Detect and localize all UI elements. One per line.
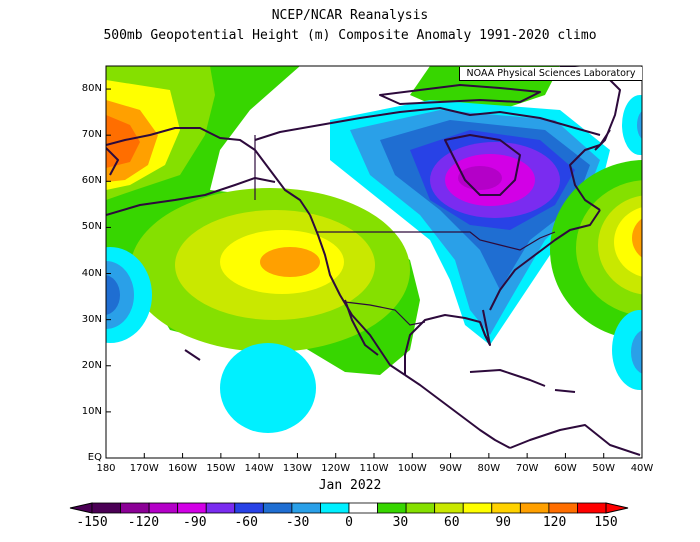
lon-label: 160W (168, 463, 198, 474)
lat-label: 60N (81, 175, 102, 187)
lon-label: 140W (244, 463, 274, 474)
colorbar-label: 0 (345, 515, 353, 530)
lon-label: 70W (515, 463, 539, 474)
hawaii (184, 349, 201, 361)
lon-label: 80W (477, 463, 501, 474)
lat-label: 50N (81, 221, 102, 233)
lon-label: 100W (397, 463, 427, 474)
colorbar-swatch (577, 502, 607, 514)
baja (344, 299, 379, 356)
colorbar-swatch (377, 502, 407, 514)
colorbar-swatch (177, 502, 207, 514)
hispaniola (554, 389, 576, 393)
central-america (404, 374, 511, 449)
colorbar-label: 30 (392, 515, 409, 530)
colorbar-swatch (234, 502, 264, 514)
colorbar-swatch (548, 502, 578, 514)
us-mexico-border (344, 301, 426, 326)
colorbar-swatch (434, 502, 464, 514)
atlantic-ridge-150 (632, 218, 642, 258)
us-canada-border (316, 231, 556, 251)
map-ticks (105, 88, 643, 459)
borders (254, 135, 556, 326)
west-coast-na (309, 214, 406, 376)
colorbar-label: -150 (76, 515, 108, 530)
lon-label: 60W (554, 463, 577, 474)
cuba (469, 369, 546, 387)
east-coast (489, 209, 601, 311)
ne-pacific-ridge-120 (260, 247, 320, 277)
colorbar-swatch (91, 502, 121, 514)
hawaii-low (220, 343, 316, 433)
colorbar-label: -30 (285, 515, 310, 530)
colorbar-swatch (462, 502, 493, 514)
colorbar-label: 90 (495, 515, 512, 530)
lat-label: 40N (81, 267, 102, 279)
lat-label: 20N (81, 359, 102, 371)
colorbar-swatch (519, 502, 550, 514)
colorbar-label: -90 (183, 515, 207, 530)
colorbar-swatch (405, 502, 436, 514)
arctic-coast (254, 107, 601, 141)
alaska-coast (106, 127, 311, 216)
colorbar-label: 150 (594, 515, 618, 530)
lon-label: 130W (282, 463, 312, 474)
atlantic-ridge-120 (614, 207, 642, 277)
arctic-low (622, 95, 642, 155)
florida (479, 309, 491, 346)
anomaly-field (106, 66, 674, 458)
lon-label: 90W (439, 463, 462, 474)
lon-label: 50W (592, 463, 616, 474)
atlantic-ridge-90 (598, 195, 642, 295)
colorbar-swatch (120, 502, 150, 514)
lat-label: 30N (81, 313, 102, 325)
lat-label: 10N (81, 405, 102, 417)
colorbar-label: 120 (542, 515, 567, 530)
lon-label: 180 (96, 463, 116, 474)
colorbar-label: 60 (443, 515, 460, 530)
colorbar-swatch (491, 502, 521, 514)
colorbar-swatch (205, 502, 236, 514)
atlantic-low-60 (631, 330, 642, 374)
lon-label: 150W (206, 463, 236, 474)
lat-label: 80N (81, 83, 102, 95)
coastlines (106, 66, 641, 456)
lat-label: EQ (87, 452, 102, 463)
colorbar (69, 502, 629, 514)
colorbar-swatch (320, 502, 350, 514)
colorbar-arrow-left (69, 502, 93, 514)
lon-label: 120W (321, 463, 351, 474)
lon-label: 40W (630, 463, 654, 474)
south-america (509, 424, 641, 456)
arctic-low-core (637, 111, 642, 139)
date-label: Jan 2022 (318, 478, 382, 493)
russia-coast (106, 147, 119, 176)
title-line-2: 500mb Geopotential Height (m) Composite … (103, 28, 597, 43)
lon-label: 110W (359, 463, 389, 474)
hudson-bay (444, 134, 521, 196)
lat-label: 70N (81, 129, 102, 141)
credit-label: NOAA Physical Sciences Laboratory (459, 67, 642, 81)
lon-label: 170W (129, 463, 159, 474)
west-pacific-low-90 (106, 275, 120, 315)
arctic-islands (379, 84, 541, 105)
atlantic-ridge-core (646, 220, 674, 248)
colorbar-label: -120 (127, 515, 160, 530)
atlantic-low-30 (612, 310, 642, 390)
colorbar-swatch (348, 502, 378, 514)
colorbar-label: -60 (234, 515, 258, 530)
title-line-1: NCEP/NCAR Reanalysis (271, 8, 429, 23)
colorbar-swatch (148, 502, 179, 514)
colorbar-swatch (262, 502, 293, 514)
colorbar-arrow-right (605, 502, 629, 514)
colorbar-swatch (291, 502, 321, 514)
